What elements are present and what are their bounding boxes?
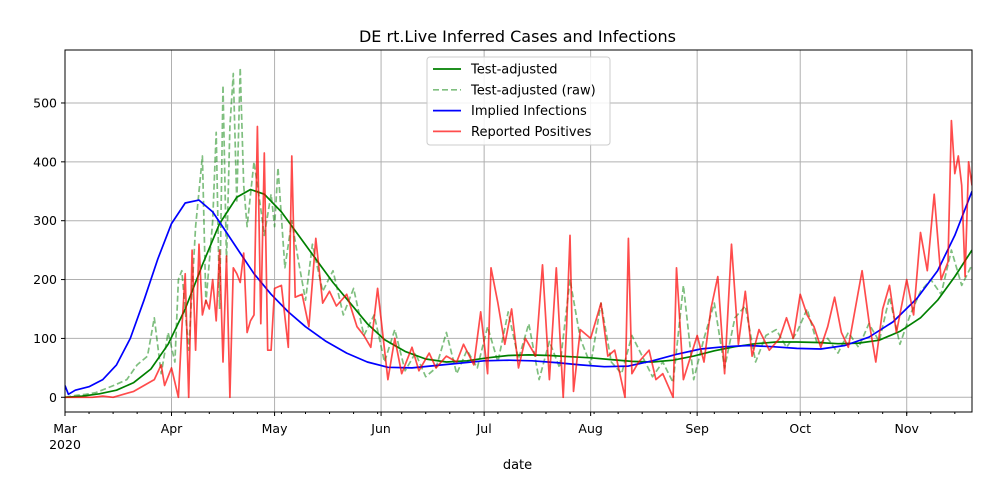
x-tick-label: Mar <box>53 421 77 436</box>
legend-label: Reported Positives <box>471 125 592 140</box>
x-tick-label: Jul <box>476 421 492 436</box>
x-axis-title: date <box>503 458 532 473</box>
plot-frame <box>64 49 973 413</box>
legend-label: Test-adjusted <box>470 63 557 78</box>
legend-label: Implied Infections <box>471 104 587 119</box>
series-layer <box>65 66 972 399</box>
x-tick-label: Apr <box>161 421 183 436</box>
x-tick-label: May <box>262 421 288 436</box>
x-tick-label: Oct <box>789 421 811 436</box>
y-tick-label: 200 <box>33 272 57 287</box>
legend-box <box>426 56 611 146</box>
series-line-reported-positives <box>65 119 972 399</box>
x-tick-label: Aug <box>578 421 602 436</box>
y-tick-label: 500 <box>33 95 57 110</box>
grid <box>64 50 972 412</box>
y-tick-label: 400 <box>33 154 57 169</box>
y-tick-label: 100 <box>33 331 57 346</box>
legend-label: Test-adjusted (raw) <box>470 83 596 98</box>
x-tick-label: Sep <box>685 421 709 436</box>
legend: Test-adjusted Test-adjusted (raw) Implied … <box>426 56 611 146</box>
y-tick-label: 300 <box>33 213 57 228</box>
y-tick-label: 0 <box>49 390 57 405</box>
series-line-implied-infections <box>65 190 972 396</box>
x-tick-label: Nov <box>895 421 920 436</box>
x-tick-sublabel: 2020 <box>49 437 81 452</box>
chart-title: DE rt.Live Inferred Cases and Infections <box>359 27 676 46</box>
x-tick-label: Jun <box>370 421 391 436</box>
